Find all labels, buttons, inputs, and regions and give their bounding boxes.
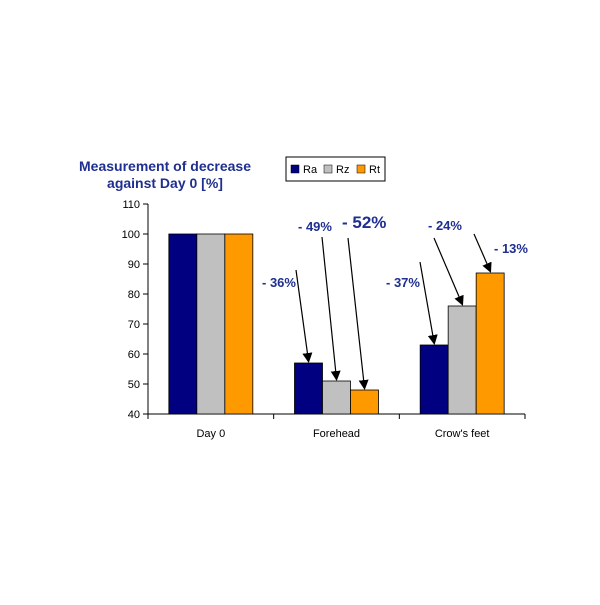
- bar-rz: [322, 380, 351, 415]
- legend: Ra Rz Rt: [285, 156, 386, 182]
- legend-swatch-rt: [356, 164, 366, 174]
- y-tick-label: 110: [122, 199, 140, 211]
- bar-rz: [196, 233, 226, 415]
- annotation-label: - 49%: [298, 219, 332, 234]
- bar-ra: [294, 362, 323, 415]
- bars: [168, 233, 505, 415]
- legend-swatch-ra: [290, 164, 300, 174]
- chart-title-line-1: Measurement of decrease: [79, 158, 251, 174]
- legend-label-rz: Rz: [336, 164, 349, 176]
- annotation-arrow: [433, 237, 464, 306]
- x-tick-label: Forehead: [313, 428, 360, 440]
- y-tick-label: 70: [128, 319, 140, 331]
- annotation-arrow: [473, 233, 492, 273]
- x-tick-label: Crow's feet: [435, 428, 490, 440]
- annotation-label: - 52%: [342, 213, 386, 232]
- y-tick-label: 90: [128, 259, 140, 271]
- annotation-arrows: [295, 233, 492, 390]
- bar-rt: [224, 233, 254, 415]
- y-tick-label: 80: [128, 289, 140, 301]
- bar-ra: [168, 233, 198, 415]
- bar-ra: [419, 344, 449, 415]
- annotations: - 36% - 49% - 52% - 37% - 24% - 13%: [262, 213, 528, 290]
- legend-swatch-rz: [323, 164, 333, 174]
- chart-title: Measurement of decrease against Day 0 [%…: [79, 158, 251, 191]
- y-tick-label: 100: [122, 229, 140, 241]
- bar-rt: [475, 272, 505, 415]
- annotation-label: - 37%: [386, 275, 420, 290]
- y-tick-label: 40: [128, 409, 140, 421]
- annotation-arrow: [321, 236, 341, 381]
- annotation-arrow: [347, 237, 369, 390]
- bar-rt: [350, 389, 379, 415]
- y-tick-label: 50: [128, 379, 140, 391]
- legend-frame: [285, 156, 386, 182]
- bar-rz: [447, 305, 477, 415]
- annotation-label: - 36%: [262, 275, 296, 290]
- legend-label-ra: Ra: [303, 164, 318, 176]
- legend-label-rt: Rt: [369, 164, 380, 176]
- x-tick-label: Day 0: [196, 428, 225, 440]
- chart-title-line-2: against Day 0 [%]: [107, 175, 223, 191]
- annotation-arrow: [295, 269, 313, 363]
- annotation-label: - 13%: [494, 241, 528, 256]
- annotation-arrow: [419, 261, 438, 345]
- y-tick-label: 60: [128, 349, 140, 361]
- annotation-label: - 24%: [428, 218, 462, 233]
